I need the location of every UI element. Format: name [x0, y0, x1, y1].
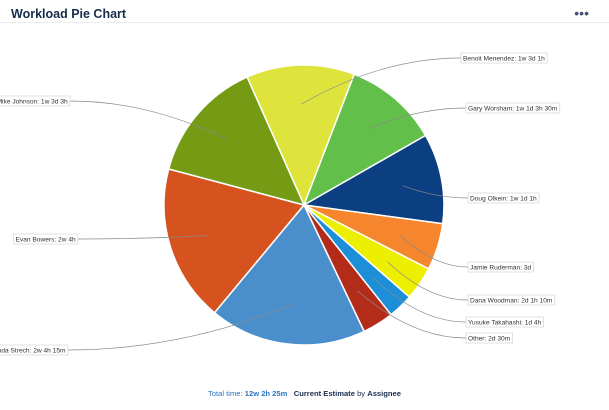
pie-slice-benoit-menendez[interactable]: [246, 64, 356, 207]
slice-label-box: [467, 294, 556, 306]
leader-line: [399, 234, 469, 268]
leader-line: [67, 304, 292, 351]
slice-label-box: [465, 332, 513, 344]
slice-label-group: Brenda Strech: 2w 4h 15m: [0, 344, 69, 356]
leader-line: [301, 57, 462, 105]
slice-label: Evan Bowers: 2w 4h: [16, 236, 76, 243]
pie-slice-gary-worsham[interactable]: [302, 73, 427, 207]
slice-label-group: Gary Worsham: 1w 1d 3h 30m: [465, 102, 561, 114]
statistic-type: Current Estimate: [293, 389, 355, 398]
group-by-field: Assignee: [367, 389, 401, 398]
by-text: by: [357, 389, 366, 398]
leader-line: [402, 185, 469, 199]
title-divider: [0, 22, 609, 23]
slice-label-group: Jamie Ruderman: 3d: [467, 261, 534, 273]
leader-line: [77, 235, 209, 240]
slice-label: Dana Woodman: 2d 1h 10m: [470, 297, 553, 304]
slice-label: Gary Worsham: 1w 1d 3h 30m: [468, 105, 558, 112]
leader-line: [387, 261, 469, 301]
total-time-value: 12w 2h 25m: [244, 389, 288, 398]
leader-line: [357, 290, 467, 339]
slice-label-box: [465, 316, 544, 328]
slice-label: Mike Johnson: 1w 3d 3h: [0, 98, 68, 105]
slice-label-group: Dana Woodman: 2d 1h 10m: [467, 294, 556, 306]
slice-label-box: [467, 192, 540, 204]
slice-label: Jamie Ruderman: 3d: [470, 264, 532, 271]
slice-label-box: [467, 261, 534, 273]
pie-slice-evan-bowers[interactable]: [163, 168, 306, 314]
slice-label: Yusuke Takahashi: 1d 4h: [468, 319, 542, 326]
slice-label-box: [460, 52, 548, 64]
slice-label-box: [465, 102, 561, 114]
pie-slice-brenda-strech[interactable]: [213, 203, 366, 346]
total-time-label: Total time:: [208, 389, 243, 398]
slice-label-box: [0, 95, 71, 107]
slice-label: Brenda Strech: 2w 4h 15m: [0, 347, 66, 354]
pie-slice-doug-olkein[interactable]: [301, 134, 445, 225]
leader-line: [369, 107, 467, 129]
slice-label-group: Mike Johnson: 1w 3d 3h: [0, 95, 71, 107]
slice-label-group: Benoit Menendez: 1w 3d 1h: [460, 52, 548, 64]
slice-label-box: [13, 233, 79, 245]
slice-label: Other: 2d 30m: [468, 335, 511, 342]
slice-label-group: Evan Bowers: 2w 4h: [13, 233, 79, 245]
slice-label-group: Other: 2d 30m: [465, 332, 513, 344]
slice-label: Doug Olkein: 1w 1d 1h: [470, 195, 537, 202]
pie-slice-mike-johnson[interactable]: [167, 76, 306, 207]
more-options-icon[interactable]: •••: [574, 5, 589, 21]
slice-label-box: [0, 344, 69, 356]
chart-footer: Total time: 12w 2h 25m Current Estimate …: [0, 389, 609, 398]
slice-label-group: Yusuke Takahashi: 1d 4h: [465, 316, 544, 328]
leader-line: [373, 277, 467, 323]
slice-label-group: Doug Olkein: 1w 1d 1h: [467, 192, 540, 204]
gadget-title: Workload Pie Chart: [11, 7, 127, 21]
slice-label: Benoit Menendez: 1w 3d 1h: [463, 55, 545, 62]
leader-line: [69, 100, 228, 140]
